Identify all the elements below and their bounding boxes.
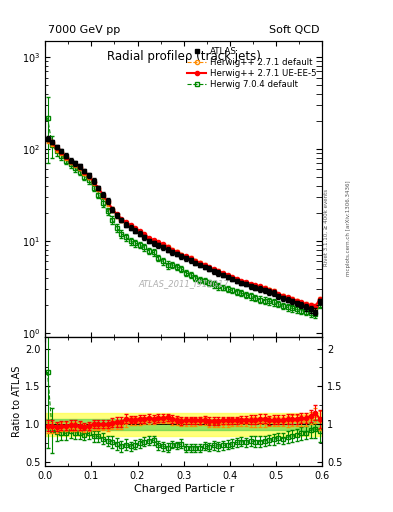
- Y-axis label: Ratio to ATLAS: Ratio to ATLAS: [12, 366, 22, 437]
- Bar: [45, 413, 322, 436]
- Text: Soft QCD: Soft QCD: [269, 25, 320, 35]
- Bar: [45, 419, 322, 430]
- X-axis label: Charged Particle r: Charged Particle r: [134, 483, 234, 494]
- Text: 7000 GeV pp: 7000 GeV pp: [48, 25, 120, 35]
- Text: Radial profileρ (track jets): Radial profileρ (track jets): [107, 50, 261, 63]
- Text: ATLAS_2011_I919017: ATLAS_2011_I919017: [138, 280, 229, 288]
- Legend: ATLAS, Herwig++ 2.7.1 default, Herwig++ 2.7.1 UE-EE-5, Herwig 7.0.4 default: ATLAS, Herwig++ 2.7.1 default, Herwig++ …: [184, 44, 320, 93]
- Text: mcplots.cern.ch [arXiv:1306.3436]: mcplots.cern.ch [arXiv:1306.3436]: [346, 180, 351, 275]
- Text: Rivet 3.1.10, ≥ 400k events: Rivet 3.1.10, ≥ 400k events: [324, 189, 329, 266]
